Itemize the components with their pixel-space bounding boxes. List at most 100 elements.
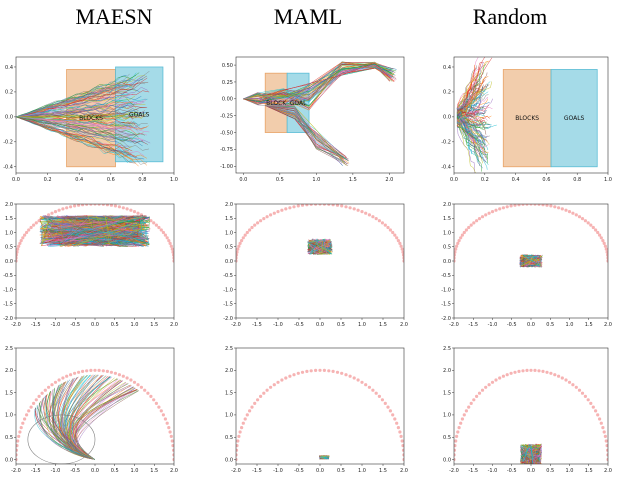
- goal-marker: [356, 208, 360, 212]
- goal-marker: [236, 250, 239, 254]
- x-tick-label: 1.5: [585, 468, 593, 474]
- y-tick-label: 1.5: [225, 216, 233, 222]
- x-tick-label: -1.0: [488, 468, 498, 474]
- goal-marker: [23, 233, 27, 237]
- goal-marker: [136, 383, 140, 387]
- y-tick-label: 0.4: [443, 65, 451, 71]
- trajectory-line: [243, 62, 395, 105]
- x-tick-label: 2.0: [170, 468, 178, 474]
- goal-marker: [501, 206, 505, 210]
- goal-marker: [105, 369, 109, 373]
- goal-marker: [322, 368, 326, 372]
- y-tick-label: -0.4: [3, 165, 13, 171]
- goal-marker: [81, 369, 85, 373]
- trajectory-line: [45, 391, 96, 460]
- goal-marker: [77, 370, 81, 374]
- goal-marker: [454, 256, 456, 260]
- x-tick-label: -2.0: [11, 322, 21, 328]
- goal-marker: [571, 211, 575, 215]
- axes-frame: [235, 347, 405, 465]
- y-tick-label: 1.5: [5, 216, 13, 222]
- y-tick-label: -1.0: [441, 287, 451, 293]
- trajectory-line: [16, 88, 140, 118]
- goal-marker: [580, 391, 585, 395]
- goal-marker: [276, 380, 280, 384]
- trajectory-line: [39, 402, 96, 460]
- trajectory-line: [70, 380, 123, 460]
- panel-MAML-legged: -2.0 -1.5 -1.0 -0.5 0.0 0.5 1.0 1.5 2.0 0.0 0.5 1.0…: [225, 346, 408, 474]
- x-tick-label: 0.5: [111, 322, 119, 328]
- goal-marker: [377, 394, 381, 398]
- y-tick-label: 0.0: [225, 259, 233, 265]
- x-tick-label: -1.5: [31, 468, 41, 474]
- goal-marker: [472, 221, 476, 225]
- goal-marker: [335, 204, 340, 207]
- goal-marker: [57, 208, 61, 212]
- goal-marker: [574, 385, 578, 389]
- goal-marker: [309, 369, 313, 373]
- goal-marker: [25, 230, 29, 235]
- goal-marker: [564, 208, 568, 212]
- goal-marker: [65, 206, 69, 210]
- y-tick-label: 1.0: [225, 413, 233, 419]
- trajectory-line: [456, 125, 476, 173]
- trajectory-line: [41, 395, 96, 460]
- goal-marker: [113, 371, 117, 375]
- y-tick-label: -1.5: [441, 302, 451, 308]
- y-tick-label: -1.5: [223, 302, 233, 308]
- goal-marker: [557, 374, 561, 378]
- y-tick-label: -0.5: [3, 273, 13, 279]
- x-tick-label: 0.0: [91, 468, 99, 474]
- y-tick-label: 0.5: [225, 435, 233, 441]
- goal-marker: [262, 391, 266, 395]
- goal-marker: [599, 421, 603, 425]
- trajectory-line: [457, 110, 486, 128]
- goal-marker: [16, 259, 18, 263]
- axes-frame: [235, 56, 405, 174]
- x-tick-label: -1.5: [468, 322, 478, 328]
- goal-marker: [477, 217, 482, 221]
- y-tick-label: -2.0: [223, 316, 233, 322]
- goal-marker: [327, 204, 331, 206]
- goal-marker: [31, 401, 36, 405]
- goal-marker: [280, 208, 284, 212]
- x-tick-label: -1.5: [31, 322, 41, 328]
- goal-marker: [245, 413, 249, 417]
- goal-marker: [529, 204, 533, 206]
- y-tick-label: 0.5: [443, 435, 451, 441]
- y-tick-label: -0.5: [441, 273, 451, 279]
- trajectory-line: [457, 119, 483, 128]
- goal-marker: [17, 244, 21, 248]
- goal-marker: [521, 369, 525, 373]
- region-label: BLOCK: [266, 100, 287, 107]
- x-tick-label: -1.0: [488, 322, 498, 328]
- goal-marker: [53, 380, 58, 384]
- goal-marker: [240, 239, 244, 243]
- goal-marker: [402, 453, 404, 457]
- plot-area: [236, 368, 404, 462]
- goal-marker: [603, 244, 608, 248]
- goal-marker: [553, 205, 557, 209]
- goal-marker: [455, 244, 459, 248]
- goal-marker: [602, 430, 606, 434]
- goal-marker: [161, 413, 165, 417]
- goal-marker: [154, 401, 158, 405]
- goal-marker: [490, 380, 495, 384]
- y-tick-label: 0.50: [222, 63, 233, 69]
- goal-marker: [121, 206, 125, 210]
- x-tick-label: 1.5: [585, 322, 593, 328]
- region-label: BLOCKS: [515, 115, 539, 122]
- goal-marker: [454, 444, 457, 448]
- goal-marker: [53, 210, 58, 214]
- goal-marker: [601, 426, 605, 430]
- trajectory-line: [457, 124, 489, 148]
- goal-marker: [237, 244, 241, 248]
- goal-marker: [577, 215, 582, 219]
- goal-marker: [533, 368, 537, 372]
- goal-marker: [237, 434, 241, 438]
- goal-marker: [364, 211, 368, 215]
- goal-marker: [238, 241, 242, 245]
- goal-marker: [462, 413, 466, 417]
- trajectory-line: [306, 239, 331, 256]
- trajectory-line: [61, 377, 96, 460]
